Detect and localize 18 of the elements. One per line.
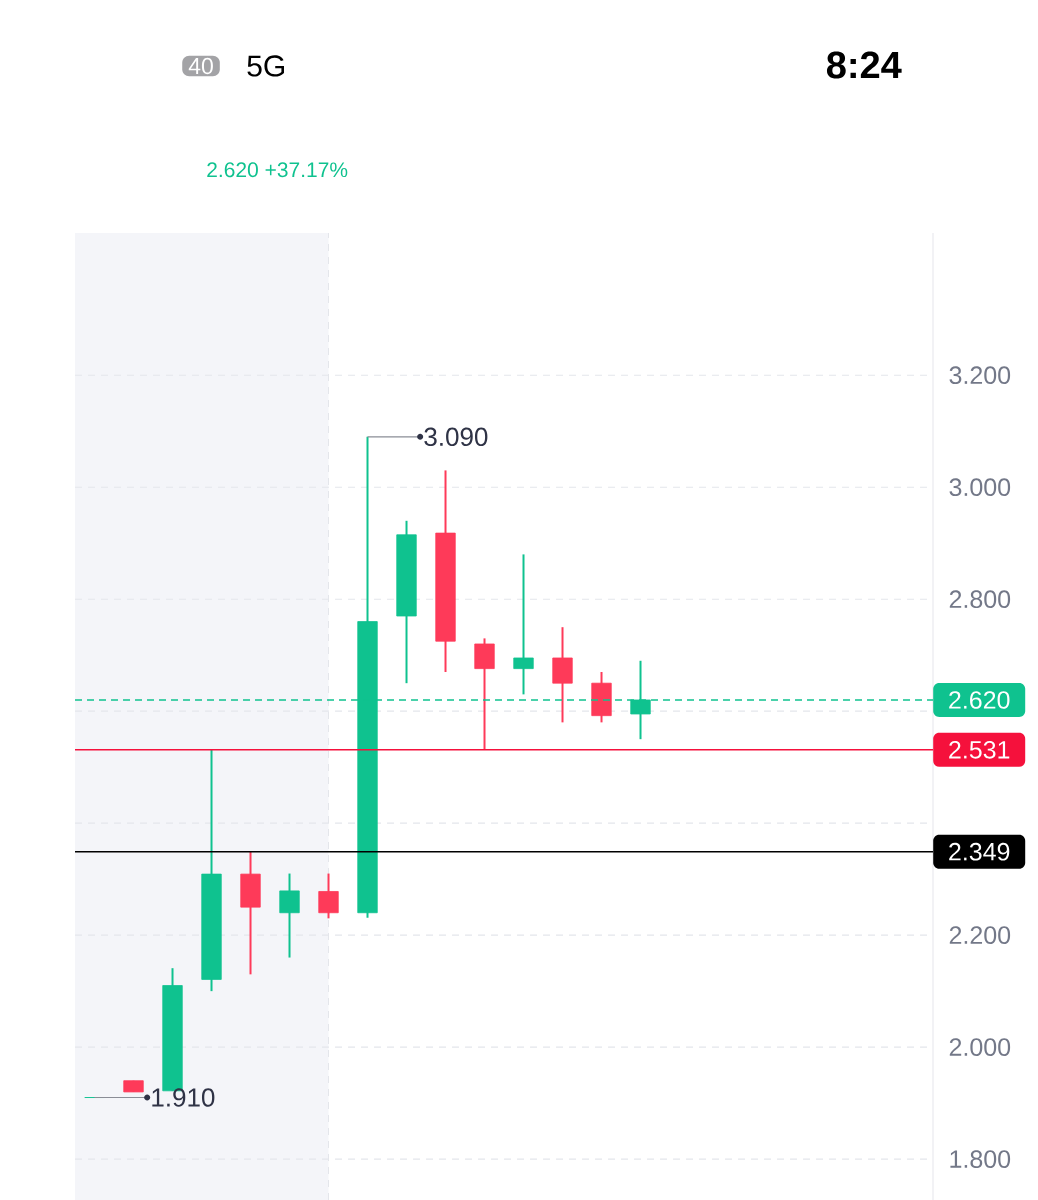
y-tick-label: 3.000 (949, 478, 1011, 497)
y-tick-label: 3.200 (949, 366, 1011, 385)
candlestick (279, 872, 300, 959)
text: 5G (247, 55, 284, 77)
candlestick (318, 872, 339, 920)
text: 8:24 (826, 51, 902, 79)
ref-line-label: 2.620 (949, 691, 1010, 709)
y-tick-label: 1.800 (950, 1150, 1011, 1168)
chart-subtitle: 2.620 +37.17% (207, 162, 348, 178)
y-tick-label: 2.200 (949, 926, 1011, 944)
y-tick-label: 2.800 (949, 590, 1011, 609)
text: 40 (188, 57, 213, 75)
candlestick (513, 553, 534, 696)
annotation: 1.910 (152, 1088, 215, 1107)
ref-line-label: 2.531 (949, 740, 1010, 759)
ref-line-label: 2.349 (949, 842, 1010, 861)
annotation: 3.090 (424, 427, 488, 447)
y-tick-label: 2.000 (949, 1038, 1011, 1056)
